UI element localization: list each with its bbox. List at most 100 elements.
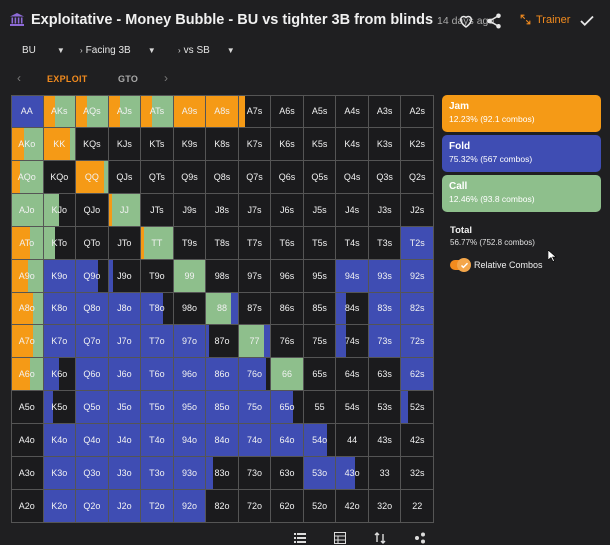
hand-cell[interactable]: K3o [43, 457, 77, 491]
hand-cell[interactable]: A6o [11, 358, 44, 392]
hand-cell[interactable]: 64o [271, 424, 304, 458]
hand-cell[interactable]: 97s [238, 259, 272, 293]
hand-cell[interactable]: J4o [108, 424, 142, 458]
hand-cell[interactable]: 62o [271, 490, 304, 523]
hand-cell[interactable]: 66 [271, 358, 304, 392]
next-arrow-icon[interactable]: › [164, 71, 168, 85]
network-icon[interactable] [414, 532, 426, 544]
hand-cell[interactable]: Q7s [238, 160, 272, 194]
hand-cell[interactable]: Q9o [76, 259, 109, 293]
hand-cell[interactable]: 42s [401, 424, 434, 458]
hand-cell[interactable]: T9s [173, 226, 207, 260]
hand-cell[interactable]: 43o [336, 457, 369, 491]
hand-cell[interactable]: J7s [238, 193, 272, 227]
hand-cell[interactable]: A2s [401, 95, 434, 128]
hand-cell[interactable]: AQs [76, 95, 109, 128]
hand-cell[interactable]: 65s [303, 358, 337, 392]
hand-cell[interactable]: T4s [336, 226, 369, 260]
hand-cell[interactable]: KQs [76, 127, 109, 161]
hand-cell[interactable]: T3o [141, 457, 174, 491]
hand-cell[interactable]: K2s [401, 127, 434, 161]
opponent-select[interactable]: › vs SB ▼ [178, 45, 235, 56]
hand-cell[interactable]: Q2s [401, 160, 434, 194]
hand-cell[interactable]: AQo [11, 160, 44, 194]
hand-cell[interactable]: 54o [303, 424, 337, 458]
hand-cell[interactable]: 85s [303, 292, 337, 326]
hand-cell[interactable]: 52o [303, 490, 337, 523]
hand-cell[interactable]: K6s [271, 127, 304, 161]
hand-cell[interactable]: Q2o [76, 490, 109, 523]
hand-cell[interactable]: KJs [108, 127, 142, 161]
hand-cell[interactable]: 83s [368, 292, 402, 326]
hand-cell[interactable]: 42o [336, 490, 369, 523]
hand-cell[interactable]: Q6o [76, 358, 109, 392]
hand-cell[interactable]: AKo [11, 127, 44, 161]
hand-cell[interactable]: J8s [206, 193, 239, 227]
hand-cell[interactable]: 43s [368, 424, 402, 458]
hand-cell[interactable]: 63s [368, 358, 402, 392]
hand-cell[interactable]: 65o [271, 391, 304, 425]
hand-cell[interactable]: 97o [173, 325, 207, 359]
hand-cell[interactable]: AJs [108, 95, 142, 128]
hand-cell[interactable]: TT [141, 226, 174, 260]
hand-cell[interactable]: QJs [108, 160, 142, 194]
hand-cell[interactable]: J4s [336, 193, 369, 227]
hand-cell[interactable]: 87o [206, 325, 239, 359]
hand-cell[interactable]: ATo [11, 226, 44, 260]
hand-cell[interactable]: Q3s [368, 160, 402, 194]
hand-cell[interactable]: 63o [271, 457, 304, 491]
hand-cell[interactable]: QQ [76, 160, 109, 194]
heart-icon[interactable] [457, 12, 475, 30]
hand-cell[interactable]: JTo [108, 226, 142, 260]
hand-cell[interactable]: J9o [108, 259, 142, 293]
hand-cell[interactable]: Q7o [76, 325, 109, 359]
hand-cell[interactable]: K9o [43, 259, 77, 293]
hand-cell[interactable]: 32s [401, 457, 434, 491]
hand-cell[interactable]: KQo [43, 160, 77, 194]
sort-icon[interactable] [374, 532, 386, 544]
hand-cell[interactable]: K9s [173, 127, 207, 161]
call-card[interactable]: Call 12.46% (93.8 combos) [442, 175, 601, 212]
hand-cell[interactable]: 84o [206, 424, 239, 458]
hand-cell[interactable]: 33 [368, 457, 402, 491]
hand-cell[interactable]: 87s [238, 292, 272, 326]
hand-cell[interactable]: K5s [303, 127, 337, 161]
hand-cell[interactable]: K4o [43, 424, 77, 458]
hand-cell[interactable]: 92o [173, 490, 207, 523]
hand-cell[interactable]: A4o [11, 424, 44, 458]
hand-cell[interactable]: J5o [108, 391, 142, 425]
hand-cell[interactable]: 74s [336, 325, 369, 359]
hand-cell[interactable]: 94s [336, 259, 369, 293]
hand-cell[interactable]: 74o [238, 424, 272, 458]
check-icon[interactable] [578, 12, 596, 30]
share-icon[interactable] [485, 12, 503, 30]
hand-cell[interactable]: 62s [401, 358, 434, 392]
hand-cell[interactable]: T7s [238, 226, 272, 260]
hand-cell[interactable]: K2o [43, 490, 77, 523]
hand-cell[interactable]: A6s [271, 95, 304, 128]
hand-cell[interactable]: T4o [141, 424, 174, 458]
hand-cell[interactable]: J6s [271, 193, 304, 227]
hand-cell[interactable]: 95o [173, 391, 207, 425]
tab-gto[interactable]: GTO [118, 74, 139, 84]
hand-cell[interactable]: Q3o [76, 457, 109, 491]
tab-exploit[interactable]: EXPLOIT [47, 74, 88, 84]
hand-cell[interactable]: AA [11, 95, 44, 128]
hand-cell[interactable]: K8o [43, 292, 77, 326]
hand-cell[interactable]: T3s [368, 226, 402, 260]
hand-cell[interactable]: 82s [401, 292, 434, 326]
toggle-switch[interactable] [450, 258, 471, 272]
hand-cell[interactable]: 44 [336, 424, 369, 458]
hand-cell[interactable]: K6o [43, 358, 77, 392]
hand-cell[interactable]: A8s [206, 95, 239, 128]
hand-cell[interactable]: 93o [173, 457, 207, 491]
hand-cell[interactable]: 86s [271, 292, 304, 326]
hand-cell[interactable]: A4s [336, 95, 369, 128]
relative-combos-toggle[interactable]: Relative Combos [450, 258, 543, 272]
hand-cell[interactable]: J7o [108, 325, 142, 359]
hand-cell[interactable]: 72s [401, 325, 434, 359]
hand-cell[interactable]: Q8s [206, 160, 239, 194]
hand-cell[interactable]: 98o [173, 292, 207, 326]
hand-cell[interactable]: A5s [303, 95, 337, 128]
trainer-button[interactable]: Trainer [519, 13, 570, 26]
